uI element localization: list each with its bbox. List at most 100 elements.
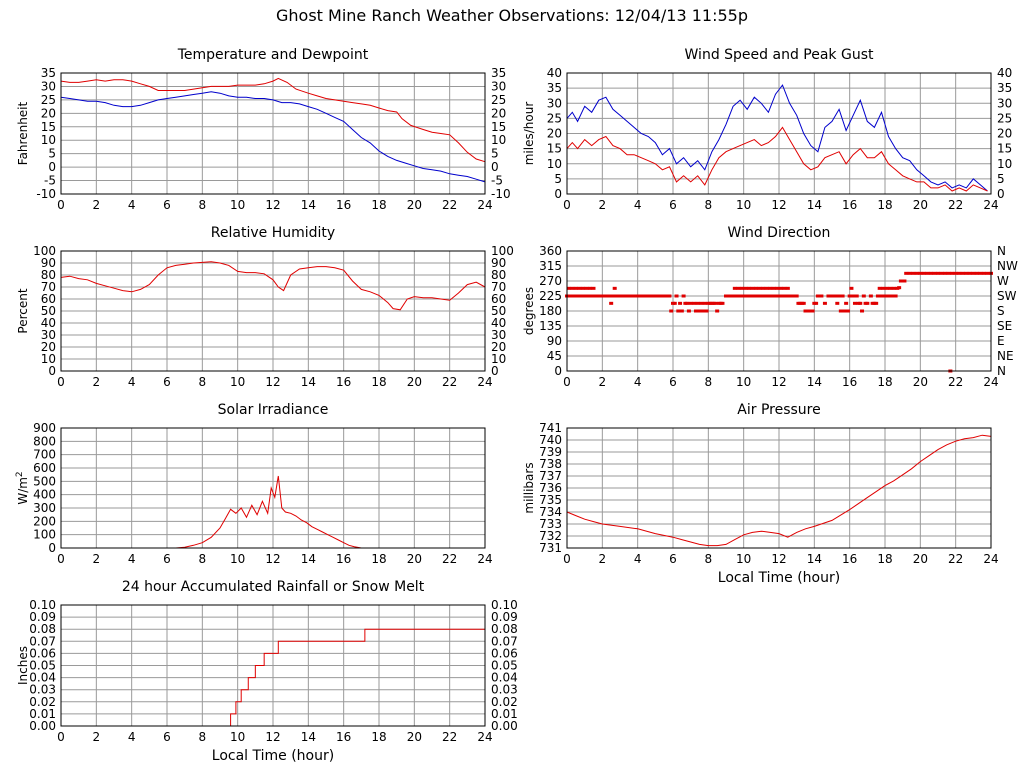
x-tick-label: 10 bbox=[230, 730, 245, 744]
x-tick-label: 2 bbox=[599, 552, 607, 566]
y-tick-label: 20 bbox=[547, 127, 562, 141]
data-point bbox=[851, 294, 856, 298]
data-point bbox=[734, 294, 739, 298]
compass-label: S bbox=[997, 304, 1005, 318]
y-tick-label: 135 bbox=[539, 319, 562, 333]
data-point bbox=[727, 294, 732, 298]
x-tick-label: 12 bbox=[265, 198, 280, 212]
data-point bbox=[895, 286, 900, 290]
data-point bbox=[884, 286, 889, 290]
x-tick-label: 4 bbox=[128, 375, 136, 389]
y-tick-label: 90 bbox=[547, 334, 562, 348]
x-tick-label: 4 bbox=[128, 198, 136, 212]
y-tick-label: 600 bbox=[33, 461, 56, 475]
data-point bbox=[580, 286, 585, 290]
data-point bbox=[960, 271, 965, 275]
y-tick-label-right: 5 bbox=[997, 172, 1005, 186]
x-axis-label: Local Time (hour) bbox=[718, 570, 840, 586]
x-tick-label: 24 bbox=[983, 552, 998, 566]
data-point bbox=[607, 294, 612, 298]
data-point bbox=[874, 301, 879, 305]
data-point bbox=[784, 294, 789, 298]
y-tick-label-right: 0 bbox=[997, 187, 1005, 201]
data-point bbox=[566, 286, 571, 290]
page-title: Ghost Mine Ranch Weather Observations: 1… bbox=[276, 6, 748, 25]
y-tick-label: 741 bbox=[539, 421, 562, 435]
data-point bbox=[609, 301, 614, 305]
data-point bbox=[660, 294, 665, 298]
y-tick-label-right: 60 bbox=[491, 292, 506, 306]
data-point bbox=[625, 294, 630, 298]
y-tick-label: 35 bbox=[547, 81, 562, 95]
x-tick-label: 2 bbox=[599, 198, 607, 212]
x-tick-label: 24 bbox=[477, 375, 492, 389]
x-tick-label: 24 bbox=[477, 198, 492, 212]
x-axis-label: Local Time (hour) bbox=[212, 748, 334, 764]
chart-title: 24 hour Accumulated Rainfall or Snow Mel… bbox=[122, 579, 425, 595]
data-point bbox=[761, 286, 766, 290]
data-point bbox=[596, 294, 601, 298]
x-tick-label: 20 bbox=[913, 198, 928, 212]
data-point bbox=[699, 301, 704, 305]
x-tick-label: 24 bbox=[477, 552, 492, 566]
y-tick-label: 500 bbox=[33, 474, 56, 488]
y-tick-label-right: 15 bbox=[997, 142, 1012, 156]
data-point bbox=[782, 286, 787, 290]
data-point bbox=[893, 294, 898, 298]
data-point bbox=[632, 294, 637, 298]
y-tick-label-right: 0.03 bbox=[491, 683, 518, 697]
x-tick-label: 16 bbox=[842, 552, 857, 566]
x-tick-label: 2 bbox=[599, 375, 607, 389]
x-tick-label: 18 bbox=[877, 552, 892, 566]
data-point bbox=[584, 286, 589, 290]
data-point bbox=[907, 271, 912, 275]
data-point bbox=[572, 294, 577, 298]
compass-label: NE bbox=[997, 349, 1014, 363]
x-tick-label: 20 bbox=[407, 198, 422, 212]
data-point bbox=[822, 301, 827, 305]
data-point bbox=[967, 271, 972, 275]
data-point bbox=[656, 294, 661, 298]
x-tick-label: 10 bbox=[230, 198, 245, 212]
y-tick-label-right: -10 bbox=[491, 187, 511, 201]
x-tick-label: 18 bbox=[877, 375, 892, 389]
y-tick-label-right: 10 bbox=[997, 157, 1012, 171]
data-point bbox=[870, 301, 875, 305]
x-tick-label: 10 bbox=[230, 552, 245, 566]
y-tick-label: 400 bbox=[33, 488, 56, 502]
x-tick-label: 22 bbox=[948, 375, 963, 389]
y-tick-label: 20 bbox=[41, 340, 56, 354]
data-point bbox=[844, 301, 849, 305]
x-tick-label: 6 bbox=[163, 198, 171, 212]
y-axis-label-superscript: 2 bbox=[15, 471, 25, 477]
data-point bbox=[974, 271, 979, 275]
data-point bbox=[681, 294, 686, 298]
y-tick-label: 0.10 bbox=[29, 598, 56, 612]
y-tick-label: 10 bbox=[41, 133, 56, 147]
data-point bbox=[794, 294, 799, 298]
y-tick-label: 731 bbox=[539, 541, 562, 555]
x-tick-label: 20 bbox=[913, 552, 928, 566]
data-point bbox=[928, 271, 933, 275]
y-axis-label: W/m2 bbox=[15, 471, 30, 504]
data-point bbox=[888, 286, 893, 290]
y-tick-label: 15 bbox=[547, 142, 562, 156]
y-tick-label: 200 bbox=[33, 514, 56, 528]
x-tick-label: 22 bbox=[442, 375, 457, 389]
data-point bbox=[702, 301, 707, 305]
data-point bbox=[847, 294, 852, 298]
y-tick-label: 0.03 bbox=[29, 683, 56, 697]
x-tick-label: 6 bbox=[163, 375, 171, 389]
data-point bbox=[854, 294, 859, 298]
y-tick-label: 25 bbox=[547, 111, 562, 125]
data-point bbox=[628, 294, 633, 298]
data-point bbox=[842, 309, 847, 313]
y-tick-label-right: 0.07 bbox=[491, 634, 518, 648]
chart-title: Wind Speed and Peak Gust bbox=[685, 47, 874, 63]
data-point bbox=[683, 301, 688, 305]
y-tick-label: -5 bbox=[44, 174, 56, 188]
x-tick-label: 14 bbox=[807, 198, 822, 212]
x-tick-label: 18 bbox=[371, 552, 386, 566]
